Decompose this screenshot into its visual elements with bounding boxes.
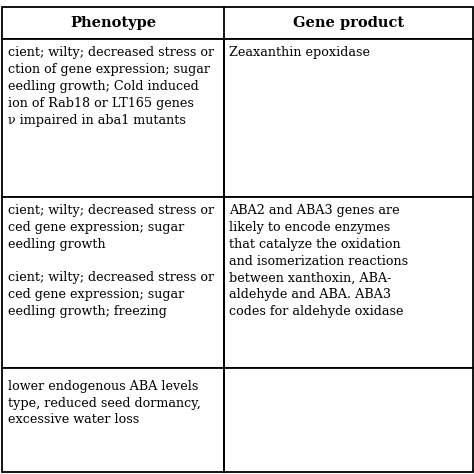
Bar: [224, 39, 473, 197]
Text: Zeaxanthin epoxidase: Zeaxanthin epoxidase: [229, 46, 370, 59]
Bar: [2, 197, 224, 368]
Text: cient; wilty; decreased stress or
ction of gene expression; sugar
eedling growth: cient; wilty; decreased stress or ction …: [8, 46, 214, 127]
Text: Phenotype: Phenotype: [70, 16, 156, 30]
Text: Gene product: Gene product: [293, 16, 404, 30]
Bar: [224, 197, 473, 368]
Bar: [2, 7, 473, 39]
Bar: [2, 368, 224, 472]
Bar: [2, 39, 224, 197]
Text: lower endogenous ABA levels
type, reduced seed dormancy,
excessive water loss: lower endogenous ABA levels type, reduce…: [8, 380, 201, 426]
Bar: [224, 368, 473, 472]
Text: cient; wilty; decreased stress or
ced gene expression; sugar
eedling growth

cie: cient; wilty; decreased stress or ced ge…: [8, 204, 214, 318]
Text: ABA2 and ABA3 genes are
likely to encode enzymes
that catalyze the oxidation
and: ABA2 and ABA3 genes are likely to encode…: [229, 204, 409, 318]
